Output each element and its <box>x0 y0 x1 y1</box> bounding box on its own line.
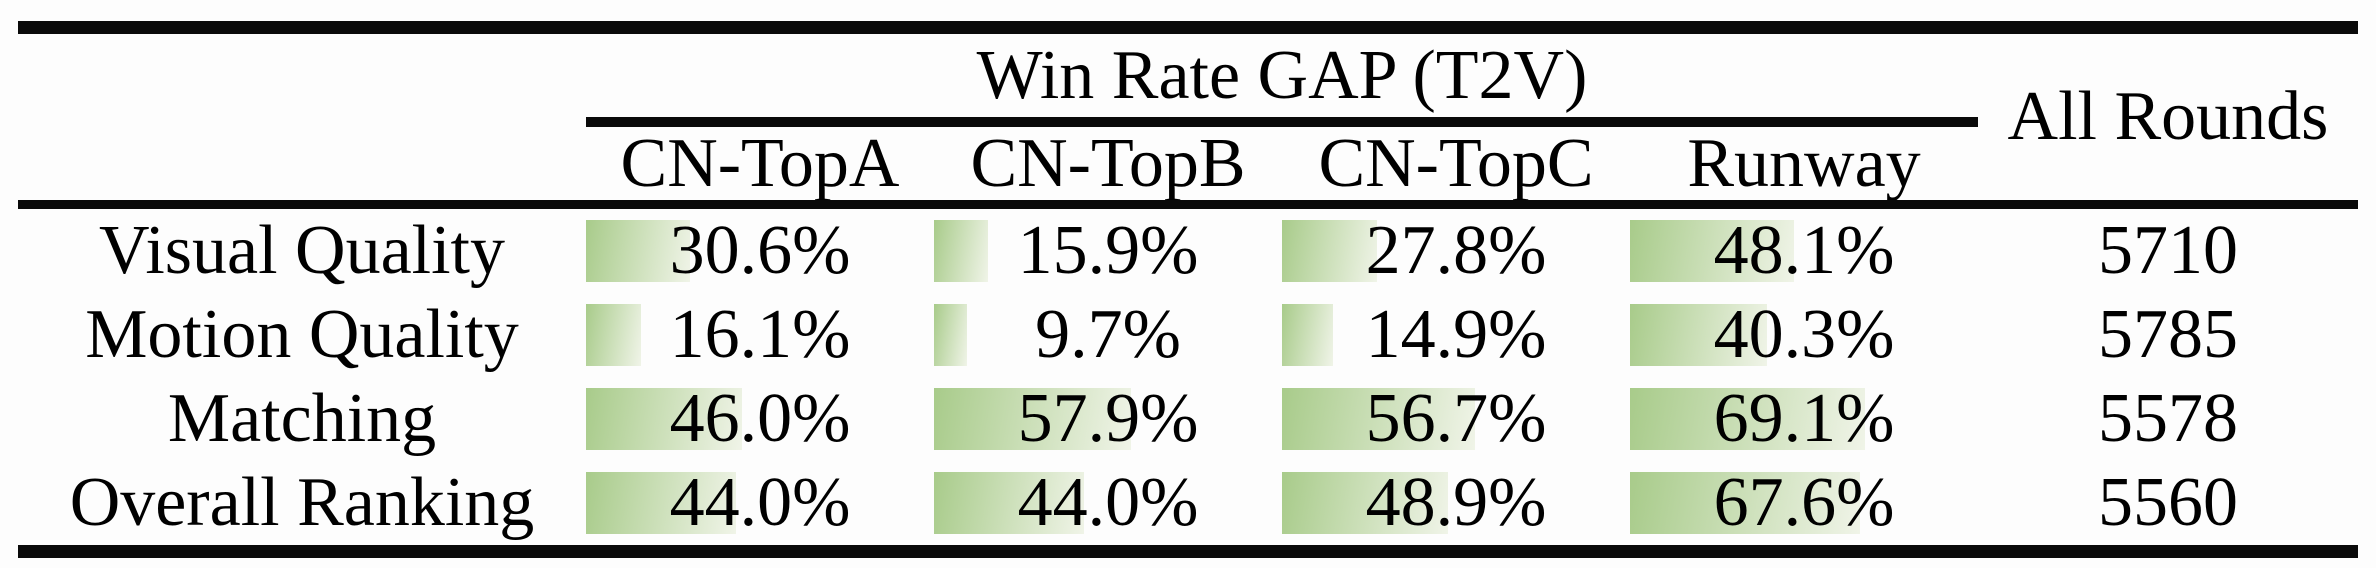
win-rate-value: 30.6% <box>669 212 851 289</box>
win-rate-bar <box>586 472 736 534</box>
win-rate-cell: 27.8% <box>1282 209 1630 293</box>
win-rate-cell: 30.6% <box>586 209 934 293</box>
all-rounds-value: 5560 <box>2098 464 2238 541</box>
win-rate-cell: 16.1% <box>586 293 934 377</box>
win-rate-cell: 44.0% <box>934 461 1282 545</box>
win-rate-value: 9.7% <box>1035 296 1181 373</box>
row-label-motion-quality: Motion Quality <box>85 296 519 373</box>
win-rate-bar <box>586 304 641 366</box>
column-header-all-rounds: All Rounds <box>2007 78 2329 155</box>
win-rate-bar <box>1282 220 1377 282</box>
win-rate-cell: 56.7% <box>1282 377 1630 461</box>
win-rate-value: 46.0% <box>669 380 851 457</box>
win-rate-cell: 15.9% <box>934 209 1282 293</box>
win-rate-value: 56.7% <box>1365 380 1547 457</box>
row-label-matching: Matching <box>167 380 437 457</box>
win-rate-cell: 67.6% <box>1630 461 1978 545</box>
win-rate-cell: 9.7% <box>934 293 1282 377</box>
win-rate-bar <box>934 388 1131 450</box>
header-bottom-rule <box>18 200 2358 209</box>
win-rate-cell: 14.9% <box>1282 293 1630 377</box>
table-bottom-rule <box>18 545 2358 558</box>
win-rate-value: 40.3% <box>1713 296 1895 373</box>
win-rate-cell: 48.1% <box>1630 209 1978 293</box>
win-rate-value: 16.1% <box>669 296 851 373</box>
win-rate-value: 48.9% <box>1365 464 1547 541</box>
row-label-overall-ranking: Overall Ranking <box>69 464 535 541</box>
win-rate-value: 27.8% <box>1365 212 1547 289</box>
win-rate-value: 48.1% <box>1713 212 1895 289</box>
column-header-cn-topc: CN-TopC <box>1318 124 1594 202</box>
column-header-cn-topb: CN-TopB <box>970 124 1246 202</box>
all-rounds-value: 5710 <box>2098 212 2238 289</box>
win-rate-cell: 40.3% <box>1630 293 1978 377</box>
win-rate-value: 44.0% <box>669 464 851 541</box>
win-rate-bar <box>586 388 743 450</box>
all-rounds-value: 5578 <box>2098 380 2238 457</box>
win-rate-bar <box>1630 472 1860 534</box>
win-rate-value: 57.9% <box>1017 380 1199 457</box>
win-rate-bar <box>586 220 691 282</box>
table-top-rule <box>18 21 2358 34</box>
win-rate-bar <box>1630 304 1768 366</box>
win-rate-cell: 48.9% <box>1282 461 1630 545</box>
win-rate-value: 69.1% <box>1713 380 1895 457</box>
win-rate-bar <box>934 220 989 282</box>
column-header-cn-topa: CN-TopA <box>620 124 900 202</box>
win-rate-bar <box>1630 388 1865 450</box>
win-rate-bar <box>1282 388 1475 450</box>
win-rate-cell: 57.9% <box>934 377 1282 461</box>
group-header-underline-rule <box>586 117 1978 127</box>
win-rate-cell: 44.0% <box>586 461 934 545</box>
win-rate-cell: 46.0% <box>586 377 934 461</box>
win-rate-value: 14.9% <box>1365 296 1547 373</box>
win-rate-bar <box>934 472 1084 534</box>
win-rate-value: 44.0% <box>1017 464 1199 541</box>
win-rate-cell: 69.1% <box>1630 377 1978 461</box>
row-label-visual-quality: Visual Quality <box>98 212 506 289</box>
all-rounds-value: 5785 <box>2098 296 2238 373</box>
win-rate-value: 67.6% <box>1713 464 1895 541</box>
column-header-runway: Runway <box>1687 124 1921 202</box>
win-rate-bar <box>934 304 967 366</box>
win-rate-value: 15.9% <box>1017 212 1199 289</box>
table-grid: Win Rate GAP (T2V) All Rounds CN-TopA CN… <box>18 34 2358 545</box>
win-rate-bar <box>1282 472 1449 534</box>
group-header-win-rate-gap: Win Rate GAP (T2V) <box>976 36 1588 114</box>
win-rate-bar <box>1630 220 1794 282</box>
win-rate-bar <box>1282 304 1333 366</box>
